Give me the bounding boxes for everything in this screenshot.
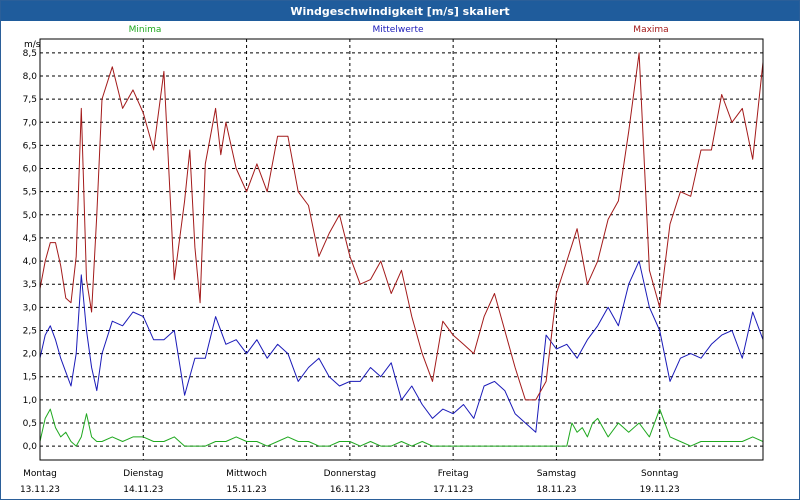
series-line-minima bbox=[39, 408, 764, 447]
series-line-mittelwerte bbox=[39, 260, 764, 433]
y-tick-label: 2,0 bbox=[23, 350, 38, 360]
y-tick-label: 7,0 bbox=[23, 118, 38, 128]
x-tick-date: 14.11.23 bbox=[123, 485, 163, 495]
window-title: Windgeschwindigkeit [m/s] skaliert bbox=[1, 1, 799, 21]
x-tick-day: Mittwoch bbox=[226, 469, 267, 479]
legend-mittelwerte: Mittelwerte bbox=[372, 25, 424, 35]
x-tick-date: 18.11.23 bbox=[536, 485, 576, 495]
legend-minima: Minima bbox=[128, 25, 162, 35]
y-tick-label: 2,5 bbox=[23, 326, 37, 336]
y-axis-unit: m/s bbox=[24, 40, 41, 50]
x-tick-day: Freitag bbox=[438, 469, 469, 479]
x-tick-date: 17.11.23 bbox=[433, 485, 473, 495]
x-tick-day: Donnerstag bbox=[324, 469, 377, 479]
y-tick-label: 3,0 bbox=[23, 303, 38, 313]
y-tick-label: 7,5 bbox=[23, 95, 37, 105]
x-tick-day: Samstag bbox=[537, 469, 576, 479]
x-tick-day: Dienstag bbox=[123, 469, 163, 479]
x-tick-date: 13.11.23 bbox=[20, 485, 60, 495]
y-tick-label: 0,5 bbox=[23, 419, 37, 429]
y-tick-label: 6,0 bbox=[23, 165, 38, 175]
y-tick-label: 8,5 bbox=[23, 49, 37, 59]
x-tick-date: 16.11.23 bbox=[330, 485, 370, 495]
grid-lines bbox=[40, 39, 763, 460]
y-tick-label: 3,5 bbox=[23, 280, 37, 290]
x-tick-labels: Montag 13.11.23 Dienstag 14.11.23 Mittwoch 15… bbox=[20, 469, 680, 495]
x-tick-day: Sonntag bbox=[641, 469, 678, 479]
series-line-maxima bbox=[39, 52, 764, 401]
x-tick-day: Montag bbox=[23, 469, 57, 479]
y-tick-label: 4,0 bbox=[23, 257, 38, 267]
y-tick-label: 1,0 bbox=[23, 396, 38, 406]
plot-frame bbox=[39, 38, 764, 461]
y-tick-label: 8,0 bbox=[23, 72, 38, 82]
y-tick-label: 5,0 bbox=[23, 211, 38, 221]
y-tick-labels: 0,0 0,5 1,0 1,5 2,0 2,5 3,0 3,5 4,0 4,5 5,0 5,5 6,0 6… bbox=[23, 49, 38, 452]
y-tick-label: 5,5 bbox=[23, 188, 37, 198]
legend-maxima: Maxima bbox=[633, 25, 669, 35]
series-lines bbox=[39, 52, 764, 447]
x-tick-date: 19.11.23 bbox=[640, 485, 680, 495]
y-tick-label: 1,5 bbox=[23, 373, 37, 383]
y-tick-label: 4,5 bbox=[23, 234, 37, 244]
y-tick-label: 0,0 bbox=[23, 442, 38, 452]
x-tick-date: 15.11.23 bbox=[227, 485, 267, 495]
y-tick-label: 6,5 bbox=[23, 141, 37, 151]
